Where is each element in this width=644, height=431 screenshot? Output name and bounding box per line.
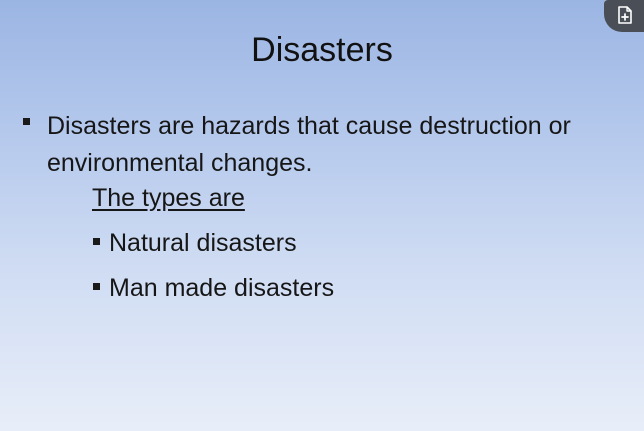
sub-bullet-marker [93, 283, 100, 290]
types-heading: The types are [92, 184, 245, 212]
bullet-text-content: Disasters are hazards that cause destruc… [47, 112, 571, 177]
sub-bullet-text: Man made disasters [109, 274, 335, 302]
bullet-text: Disasters are hazards that cause destruc… [47, 108, 644, 182]
bullet-marker [23, 118, 30, 125]
sub-bullet-text: Natural disasters [109, 229, 297, 257]
add-document-button[interactable] [604, 0, 644, 32]
sub-bullet-marker [93, 238, 100, 245]
slide-title: Disasters [251, 31, 393, 69]
add-document-icon [618, 6, 632, 24]
